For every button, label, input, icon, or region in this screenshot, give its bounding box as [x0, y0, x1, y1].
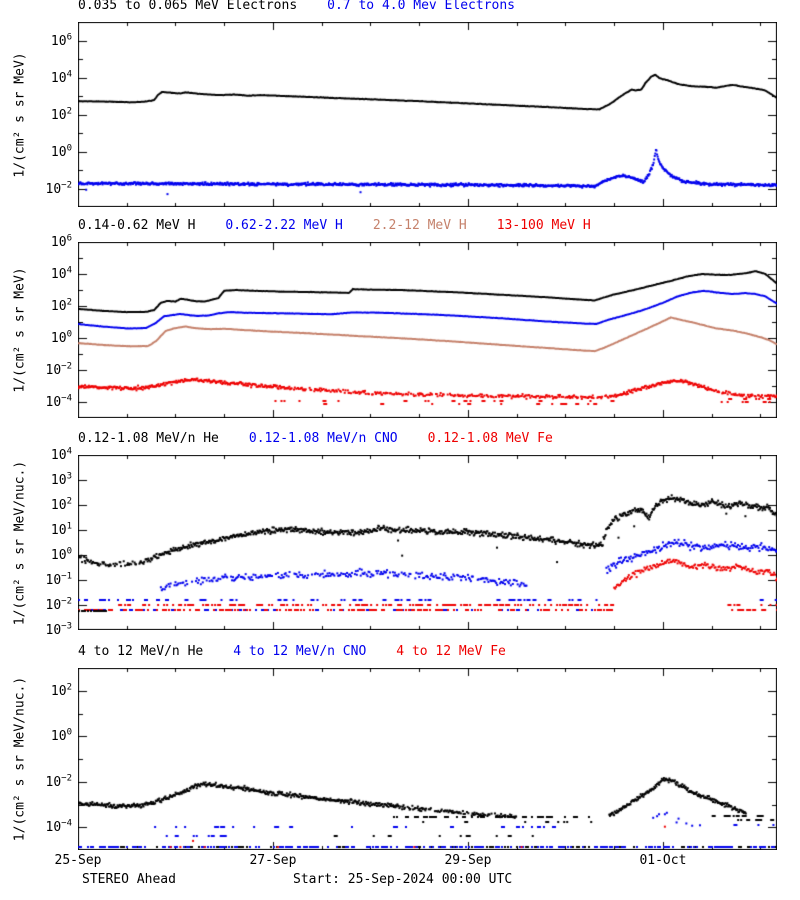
start-time-label: Start: 25-Sep-2024 00:00 UTC	[293, 872, 513, 887]
y-tick-label: 10−2	[45, 773, 73, 790]
y-tick-label: 104	[50, 265, 72, 282]
y-tick-label: 104	[50, 69, 72, 86]
y-tick-label: 10−2	[45, 596, 73, 613]
series-label: 13-100 MeV H	[496, 218, 591, 233]
electrons-plot	[78, 22, 777, 207]
series-label: 0.12-1.08 MeV/n CNO	[248, 431, 398, 446]
y-tick-label: 10−2	[45, 361, 73, 378]
y-tick-label: 106	[50, 32, 72, 49]
x-tick-label: 25-Sep	[54, 853, 102, 868]
series-label: 0.14-0.62 MeV H	[78, 218, 196, 233]
heavy-ions-low-title-row: 0.12-1.08 MeV/n He 0.12-1.08 MeV/n CNO 0.1…	[78, 431, 553, 446]
y-tick-label: 100	[50, 727, 72, 745]
series-label: 0.7 to 4.0 Mev Electrons	[327, 0, 515, 13]
x-tick-label: 01-Oct	[639, 853, 687, 868]
y-tick-label: 10−3	[45, 621, 73, 638]
y-tick-label: 102	[50, 496, 72, 513]
y-tick-label: 10−4	[45, 818, 73, 836]
series-label: 2.2-12 MeV H	[372, 218, 467, 233]
y-tick-label: 104	[50, 446, 72, 463]
series-label: 4 to 12 MeV/n CNO	[233, 644, 367, 659]
series-label: 4 to 12 MeV Fe	[396, 644, 506, 659]
y-tick-label: 102	[50, 106, 72, 123]
y-tick-label: 103	[50, 471, 72, 488]
y-tick-label: 10−1	[45, 571, 73, 588]
y-tick-label: 100	[50, 143, 72, 160]
series-label: 0.12-1.08 MeV/n He	[78, 431, 219, 446]
series-label: 4 to 12 MeV/n He	[78, 644, 204, 659]
protons-plot	[78, 242, 777, 418]
series-label: 0.035 to 0.065 MeV Electrons	[78, 0, 298, 13]
heavy-ions-low-plot	[78, 455, 777, 630]
y-axis-label: 1/(cm² s sr MeV/nuc.)	[12, 676, 28, 842]
heavy-ions-high-plot	[78, 668, 777, 850]
series-label: 0.62-2.22 MeV H	[225, 218, 343, 233]
y-tick-label: 100	[50, 546, 72, 563]
y-tick-label: 106	[50, 233, 72, 250]
x-tick-label: 27-Sep	[249, 853, 297, 868]
y-tick-label: 101	[50, 521, 72, 538]
protons-title-row: 0.14-0.62 MeV H 0.62-2.22 MeV H 2.2-12 MeV…	[78, 218, 591, 233]
heavy-ions-high-title-row: 4 to 12 MeV/n He 4 to 12 MeV/n CNO 4 to 12…	[78, 644, 506, 659]
y-tick-label: 102	[50, 297, 72, 314]
x-tick-label: 29-Sep	[444, 853, 492, 868]
electrons-title-row: 0.035 to 0.065 MeV Electrons 0.7 to 4.0 M…	[78, 0, 515, 13]
y-tick-label: 10−2	[45, 180, 73, 197]
y-tick-label: 10−4	[45, 393, 73, 410]
series-label: 0.12-1.08 MeV Fe	[427, 431, 553, 446]
spacecraft-label: STEREO Ahead	[82, 872, 176, 887]
y-tick-label: 100	[50, 329, 72, 346]
y-tick-label: 102	[50, 682, 72, 699]
